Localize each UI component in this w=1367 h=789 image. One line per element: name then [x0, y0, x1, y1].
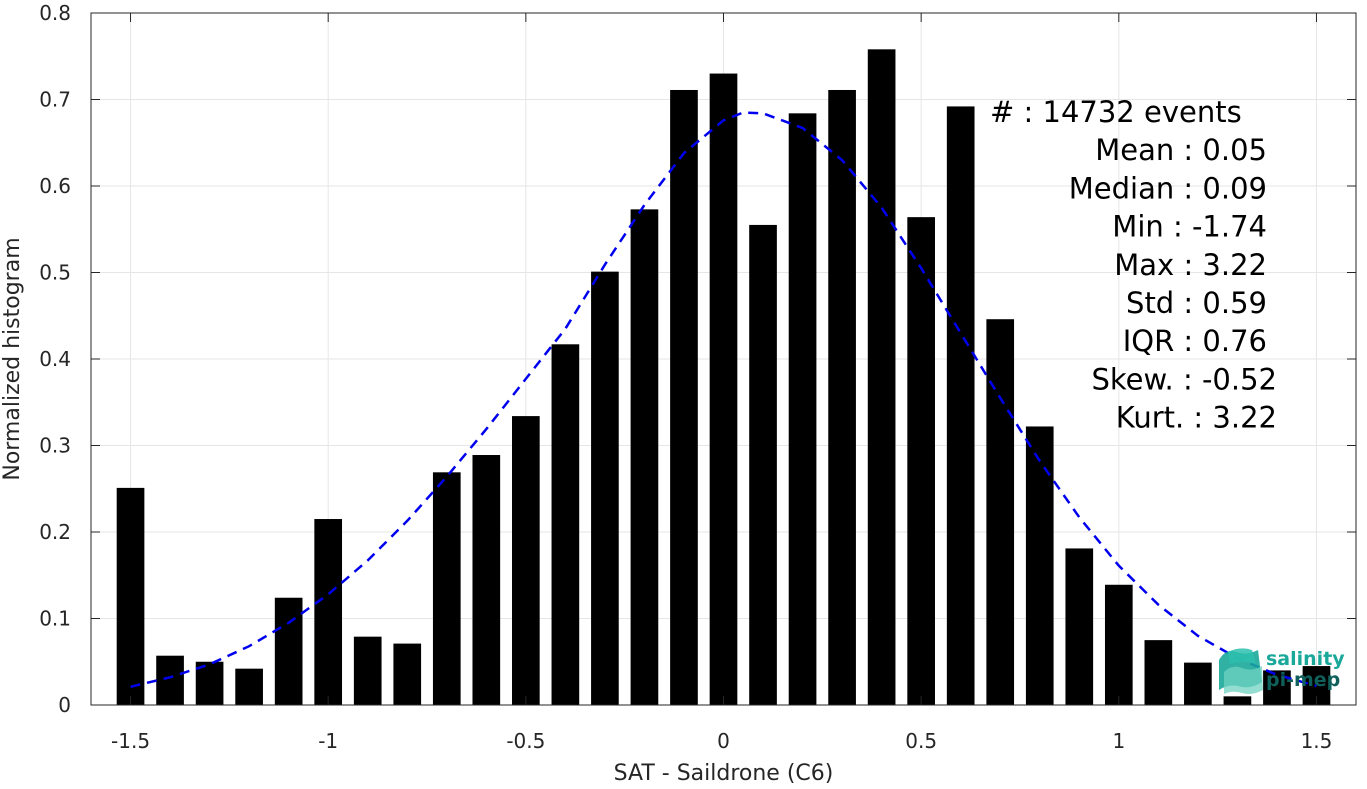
histogram-bar: [1223, 696, 1252, 705]
histogram-bar: [591, 271, 619, 705]
histogram-bar: [867, 49, 896, 705]
y-tick-label: 0.2: [39, 520, 71, 544]
y-tick-label: 0.6: [39, 174, 71, 198]
histogram-bar: [788, 113, 817, 706]
histogram-bar: [907, 217, 935, 705]
y-tick-labels: 0 0.1 0.2 0.3 0.4 0.5 0.6 0.7 0.8: [39, 1, 71, 717]
histogram-bar: [432, 472, 461, 705]
stats-line: # : 14732 events: [990, 95, 1242, 129]
stats-line: Std : 0.59: [1126, 286, 1267, 320]
stats-line: IQR : 0.76: [1123, 324, 1267, 358]
y-tick-label: 0.1: [39, 607, 71, 631]
x-tick-labels: -1.5 -1 -0.5 0 0.5 1 1.5: [111, 729, 1332, 753]
stats-line: Min : -1.74: [1112, 210, 1267, 244]
x-tick-label: 1.5: [1301, 729, 1333, 753]
histogram-bar: [116, 487, 145, 705]
x-tick-label: 0: [717, 729, 730, 753]
histogram-bar: [274, 597, 303, 705]
y-tick-label: 0.8: [39, 1, 71, 25]
histogram-bar: [1025, 426, 1054, 705]
y-axis-title: Normalized histogram: [0, 237, 25, 480]
stats-line: Mean : 0.05: [1095, 133, 1267, 167]
histogram-bar: [472, 455, 501, 705]
stats-line: Max : 3.22: [1114, 248, 1267, 282]
logo-line2: pi-mep: [1266, 669, 1340, 691]
stats-line: Median : 0.09: [1069, 171, 1267, 205]
stats-box: # : 14732 events Mean : 0.05 Median : 0.09…: [990, 95, 1277, 435]
histogram-bar: [1184, 662, 1212, 705]
logo-line1: salinity: [1266, 648, 1345, 670]
x-axis-title: SAT - Saildrone (C6): [614, 761, 834, 785]
histogram-bars: [116, 49, 1331, 706]
histogram-bar: [986, 319, 1015, 705]
fit-curve: [130, 111, 1317, 689]
y-tick-label: 0: [58, 693, 71, 717]
histogram-bar: [314, 519, 343, 705]
histogram-bar: [1104, 584, 1133, 705]
axis-ticks: [91, 12, 1356, 706]
histogram-bar: [235, 668, 263, 705]
x-tick-label: -1.5: [111, 729, 150, 753]
wave-logo-icon: [1219, 648, 1263, 694]
histogram-bar: [551, 344, 580, 705]
y-tick-label: 0.3: [39, 434, 71, 458]
histogram-bar: [1065, 548, 1094, 705]
x-tick-label: -1: [318, 729, 338, 753]
histogram-bar: [749, 224, 777, 706]
histogram-bar: [353, 636, 382, 705]
histogram-bar: [1144, 640, 1173, 705]
histogram-bar: [709, 73, 738, 706]
x-tick-label: 0.5: [905, 729, 937, 753]
y-tick-label: 0.7: [39, 88, 71, 112]
histogram-bar: [156, 655, 184, 705]
histogram-bar: [195, 661, 224, 705]
histogram-bar: [670, 89, 698, 706]
stats-line: Kurt. : 3.22: [1116, 401, 1277, 435]
x-tick-label: 1: [1112, 729, 1125, 753]
y-tick-label: 0.4: [39, 347, 71, 371]
stats-line: Skew. : -0.52: [1091, 362, 1277, 396]
histogram-bar: [630, 209, 659, 706]
histogram-bar: [393, 643, 422, 705]
salinity-pimep-logo: salinity pi-mep: [1219, 648, 1345, 694]
histogram-bar: [828, 89, 856, 706]
y-tick-label: 0.5: [39, 261, 71, 285]
x-tick-label: -0.5: [506, 729, 545, 753]
histogram-bar: [946, 106, 975, 706]
histogram-bar: [512, 416, 540, 705]
